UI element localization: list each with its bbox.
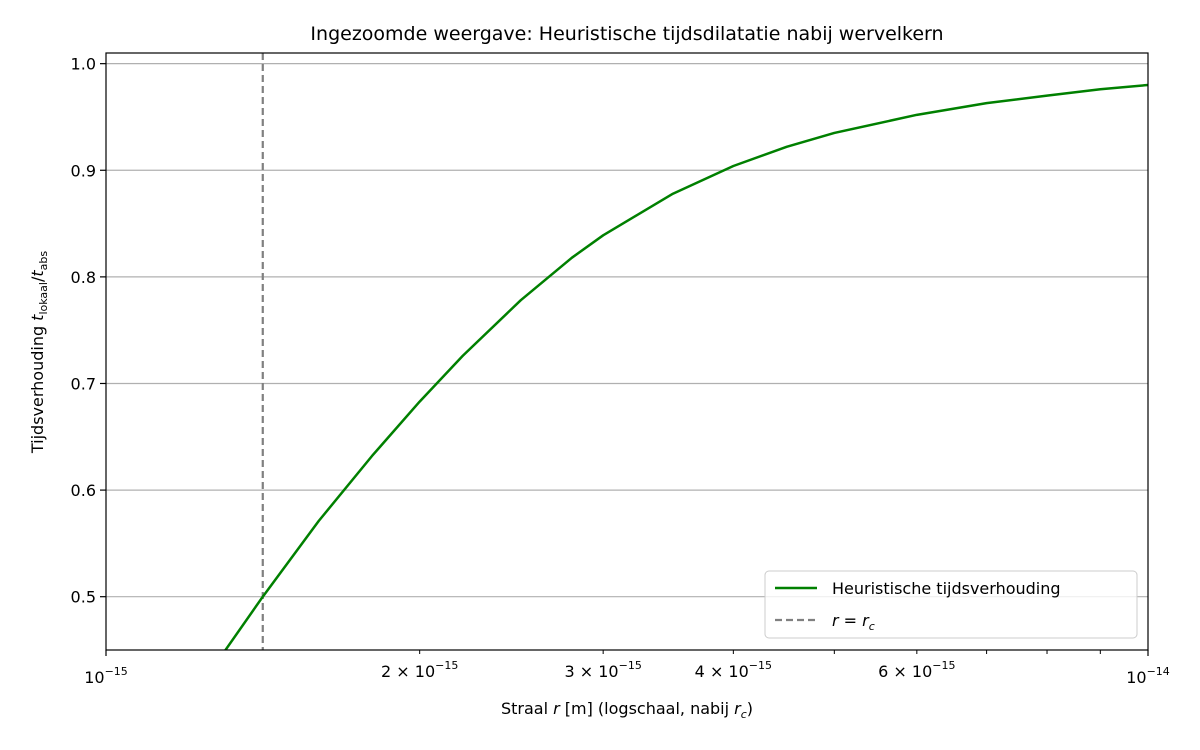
y-tick-label-5: 1.0 [71,55,96,74]
x-minor-tick-label-3: 6 × 10−15 [878,659,955,681]
y-tick-label-4: 0.9 [71,161,96,180]
legend: Heuristische tijdsverhouding r = rc [764,570,1138,639]
plot-frame [105,52,1149,651]
legend-label-vline: r = rc [832,611,875,633]
x-major-tick-label-1: 10−14 [1126,665,1170,687]
y-tick-label-1: 0.6 [71,481,96,500]
x-minor-tick-label-0: 2 × 10−15 [381,659,458,681]
x-minor-tick-label-1: 3 × 10−15 [564,659,641,681]
x-minor-tick-label-2: 4 × 10−15 [695,659,772,681]
x-major-tick-label-0: 10−15 [84,665,128,687]
grid-lines [106,63,1148,598]
plot-area [223,53,1148,650]
chart-title: Ingezoomde weergave: Heuristische tijdsd… [310,23,943,45]
y-tick-label-3: 0.8 [71,268,96,287]
y-tick-label-0: 0.5 [71,588,96,607]
axis-ticks: 0.5 0.6 0.7 0.8 0.9 1.0 10−15 10−14 2 × 10−15 3 ×… [71,55,1170,687]
legend-box [764,570,1138,639]
series-line-0 [223,83,1148,650]
x-axis-label: Straal r [m] (logschaal, nabij rc) [501,699,753,721]
y-tick-label-2: 0.7 [71,374,96,393]
legend-label-series: Heuristische tijdsverhouding [832,579,1061,598]
y-axis-label: Tijdsverhouding tlokaal/tabs [28,251,50,455]
